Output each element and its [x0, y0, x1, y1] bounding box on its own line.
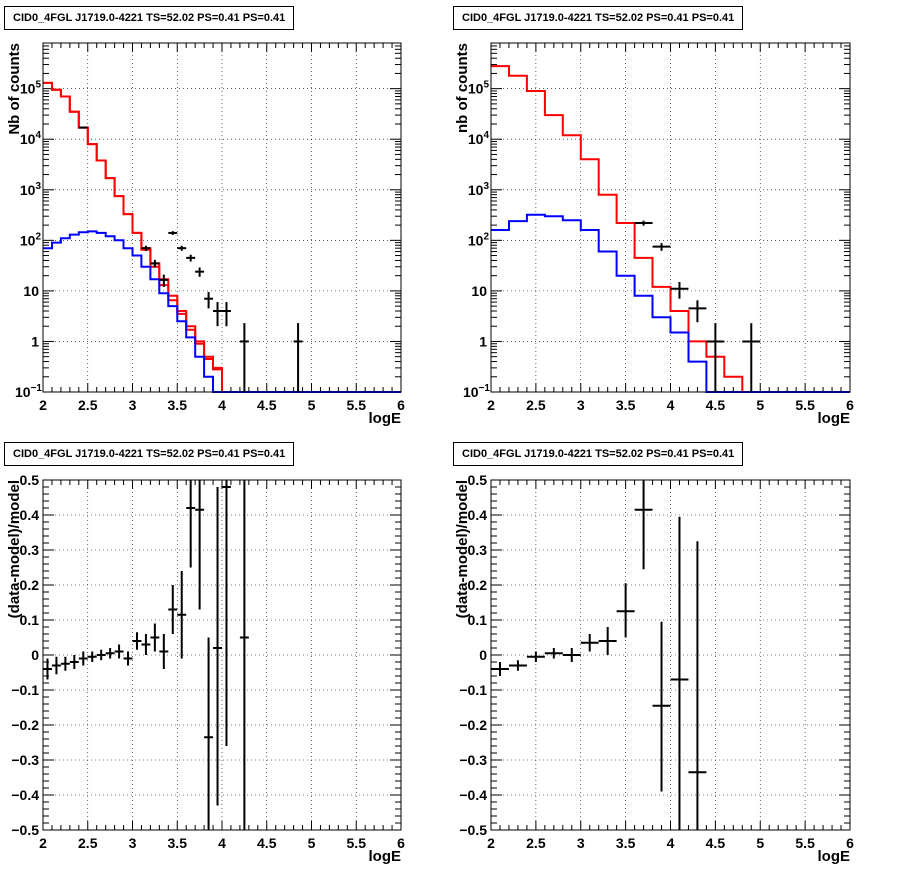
x-tick-label: 3	[129, 835, 137, 851]
y-tick-label: 1	[31, 333, 39, 349]
plot-area	[43, 43, 401, 392]
y-tick-label: 0	[479, 647, 487, 663]
x-tick-label: 4	[218, 397, 226, 413]
y-tick-label: −0.4	[11, 787, 39, 803]
y-tick-label: 0.3	[468, 542, 488, 558]
y-tick-label: 0.1	[468, 612, 488, 628]
y-tick-label: 102	[20, 231, 42, 248]
y-tick-label: −0.2	[11, 717, 39, 733]
panel-2: 2 2.5 3 3.5 4 4.5 5 5.5 6 10−1 1 10 102 103 104 105 logE…	[454, 42, 854, 427]
y-axis-title: (data-model)/model	[6, 480, 23, 618]
x-tick-label: 2	[39, 397, 47, 413]
y-axis-title: Nb of counts	[6, 43, 23, 135]
panel-1-title: CID0_4FGL J1719.0-4221 TS=52.02 PS=0.41 …	[4, 6, 295, 30]
x-tick-label: 5	[756, 397, 764, 413]
y-tick-label: 10	[23, 283, 39, 299]
y-tick-label: 10−1	[15, 383, 42, 400]
y-tick-label: 102	[468, 231, 490, 248]
y-tick-label: 0.5	[468, 472, 488, 488]
y-tick-label: −0.1	[11, 682, 39, 698]
y-tick-label: −0.1	[459, 682, 487, 698]
x-tick-label: 4.5	[706, 835, 726, 851]
y-tick-label: −0.2	[459, 717, 487, 733]
x-tick-label: 2	[487, 835, 495, 851]
y-tick-label: 104	[468, 130, 490, 147]
x-tick-label: 2.5	[78, 835, 98, 851]
x-tick-label: 5	[756, 835, 764, 851]
y-axis-title: (data-model)/model	[454, 480, 471, 618]
y-tick-label: 0.2	[468, 577, 488, 593]
y-tick-label: 105	[468, 80, 490, 97]
x-tick-label: 4	[667, 397, 675, 413]
x-tick-label: 2.5	[526, 397, 546, 413]
x-tick-label: 2	[39, 835, 47, 851]
x-tick-label: 2	[487, 397, 495, 413]
x-tick-label: 3.5	[616, 835, 636, 851]
x-tick-label: 5.5	[795, 835, 815, 851]
y-axis-title: nb of counts	[454, 43, 471, 133]
x-axis-title: logE	[818, 410, 851, 427]
plot-area	[491, 43, 850, 392]
plot-frame	[490, 42, 851, 393]
x-tick-label: 3	[577, 397, 585, 413]
panel-1: 2 2.5 3 3.5 4 4.5 5 5.5 6 10−1 1 10 102 103 104 105 logE…	[6, 42, 405, 427]
y-tick-label: 105	[20, 80, 42, 97]
x-tick-label: 3.5	[168, 397, 188, 413]
x-tick-label: 5	[308, 397, 316, 413]
y-tick-label: 10−1	[463, 383, 490, 400]
y-tick-label: 103	[468, 181, 490, 198]
y-tick-label: 0.4	[20, 507, 40, 523]
panel-4-title: CID0_4FGL J1719.0-4221 TS=52.02 PS=0.41 …	[453, 442, 744, 466]
panel-2-title: CID0_4FGL J1719.0-4221 TS=52.02 PS=0.41 …	[453, 6, 744, 30]
x-tick-label: 6	[846, 835, 854, 851]
y-tick-label: −0.5	[11, 822, 39, 838]
x-tick-label: 5.5	[347, 835, 367, 851]
plot-area	[491, 480, 850, 830]
y-tick-label: 10	[471, 283, 487, 299]
plot-frame	[42, 479, 402, 831]
y-tick-label: 0.4	[468, 507, 488, 523]
y-tick-label: −0.3	[459, 752, 487, 768]
panel-3: 2 2.5 3 3.5 4 4.5 5 5.5 6 −0.5 −0.4 −0.3 −0.2 −0.1 0 0.…	[6, 472, 405, 865]
x-tick-label: 5.5	[795, 397, 815, 413]
x-tick-label: 3	[129, 397, 137, 413]
y-tick-label: −0.5	[459, 822, 487, 838]
x-tick-label: 4	[218, 835, 226, 851]
panel-3-title: CID0_4FGL J1719.0-4221 TS=52.02 PS=0.41 …	[4, 442, 295, 466]
x-tick-label: 5.5	[347, 397, 367, 413]
x-tick-label: 3.5	[616, 397, 636, 413]
x-tick-label: 2.5	[78, 397, 98, 413]
x-tick-label: 2.5	[526, 835, 546, 851]
plot-frame	[42, 42, 402, 393]
x-tick-label: 4.5	[257, 397, 277, 413]
y-tick-label: 0.2	[20, 577, 40, 593]
x-tick-label: 4.5	[257, 835, 277, 851]
y-tick-label: 103	[20, 181, 42, 198]
x-axis-title: logE	[369, 848, 402, 865]
y-tick-label: 0	[31, 647, 39, 663]
y-tick-label: −0.4	[459, 787, 487, 803]
x-tick-label: 4	[667, 835, 675, 851]
y-tick-label: 104	[20, 130, 42, 147]
x-tick-label: 3.5	[168, 835, 188, 851]
plot-frame	[490, 479, 851, 831]
x-tick-label: 5	[308, 835, 316, 851]
y-tick-label: −0.3	[11, 752, 39, 768]
y-tick-label: 0.5	[20, 472, 40, 488]
x-axis-title: logE	[369, 410, 402, 427]
x-tick-label: 6	[846, 397, 854, 413]
x-axis-title: logE	[818, 848, 851, 865]
x-tick-label: 4.5	[706, 397, 726, 413]
y-tick-label: 0.3	[20, 542, 40, 558]
panel-4: 2 2.5 3 3.5 4 4.5 5 5.5 6 −0.5 −0.4 −0.3 −0.2 −0.1 0 0.…	[454, 472, 854, 865]
y-tick-label: 0.1	[20, 612, 40, 628]
x-tick-label: 3	[577, 835, 585, 851]
x-tick-label: 6	[397, 835, 405, 851]
y-tick-label: 1	[479, 333, 487, 349]
x-tick-label: 6	[397, 397, 405, 413]
